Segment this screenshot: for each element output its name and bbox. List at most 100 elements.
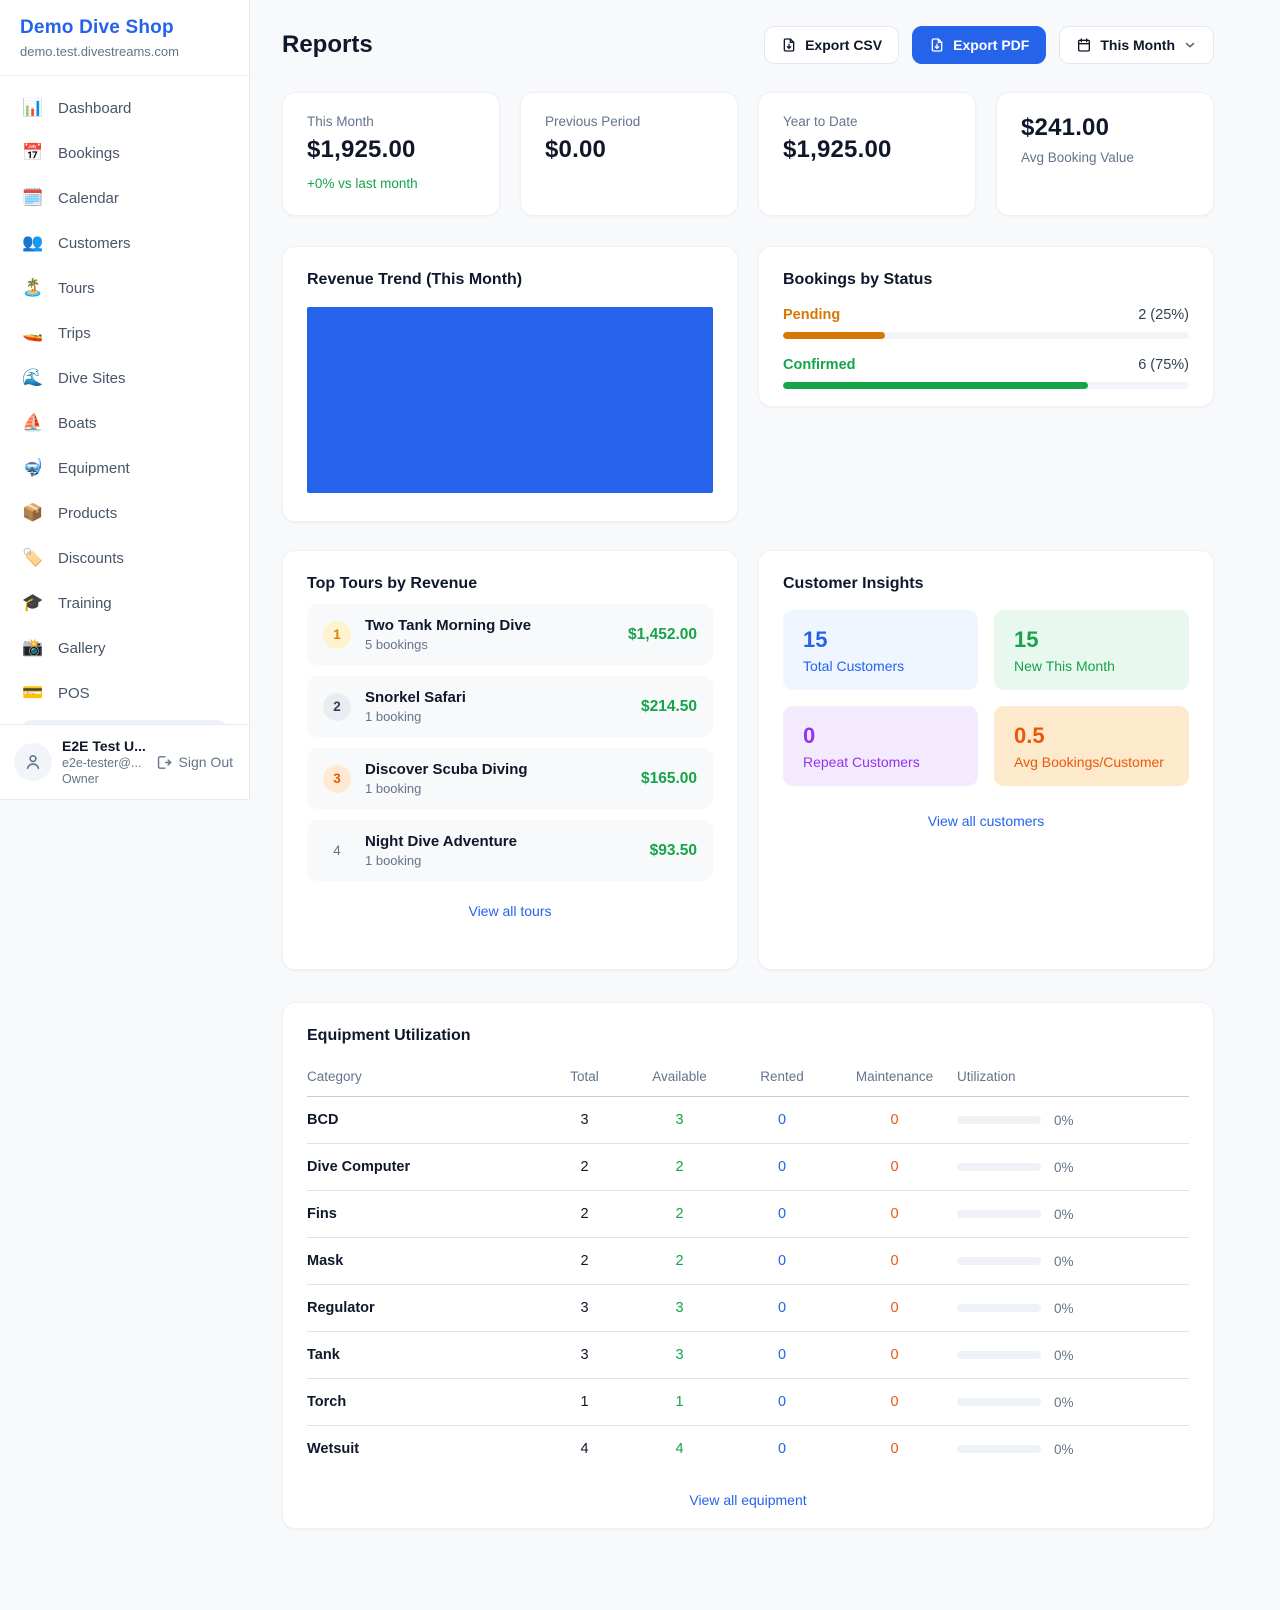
graduation-cap-icon: 🎓 [22, 593, 44, 612]
view-all-tours-link[interactable]: View all tours [468, 903, 552, 919]
utilization-percent: 0% [1054, 1441, 1074, 1457]
utilization-bar [957, 1304, 1041, 1312]
cell-available: 1 [627, 1378, 732, 1426]
package-icon: 📦 [22, 503, 44, 522]
sidebar-item-dashboard[interactable]: 📊 Dashboard [12, 90, 237, 126]
utilization-bar [957, 1163, 1041, 1171]
bookings-by-status-title: Bookings by Status [783, 271, 933, 288]
column-header-category: Category [307, 1059, 542, 1097]
table-row: Torch 1 1 0 0 0% [307, 1378, 1189, 1426]
progress-track [783, 382, 1189, 389]
stat-label: Year to Date [783, 114, 858, 129]
utilization-percent: 0% [1054, 1159, 1074, 1175]
tile-total-customers: 15 Total Customers [783, 610, 978, 690]
stat-value: $1,925.00 [783, 136, 892, 163]
sidebar-item-trips[interactable]: 🚤 Trips [12, 315, 237, 351]
shop-domain: demo.test.divestreams.com [20, 44, 179, 59]
sidebar-item-calendar[interactable]: 🗓️ Calendar [12, 180, 237, 216]
cell-total: 2 [542, 1143, 627, 1191]
tile-label: Avg Bookings/Customer [1014, 754, 1164, 770]
sidebar-item-label: Boats [58, 414, 97, 432]
cell-utilization: 0% [957, 1190, 1189, 1238]
sidebar-item-training[interactable]: 🎓 Training [12, 585, 237, 621]
export-pdf-label: Export PDF [953, 37, 1030, 53]
table-row: BCD 3 3 0 0 0% [307, 1096, 1189, 1144]
sidebar-item-boats[interactable]: ⛵ Boats [12, 405, 237, 441]
progress-fill-confirmed [783, 382, 1088, 389]
tile-label: Total Customers [803, 658, 905, 674]
wave-icon: 🌊 [22, 368, 44, 387]
utilization-bar [957, 1398, 1041, 1406]
tour-row[interactable]: 1 Two Tank Morning Dive 5 bookings $1,45… [307, 604, 713, 665]
cell-rented: 0 [732, 1096, 832, 1144]
cell-utilization: 0% [957, 1143, 1189, 1191]
utilization-percent: 0% [1054, 1300, 1074, 1316]
tour-bookings: 1 booking [365, 853, 422, 868]
cell-total: 3 [542, 1331, 627, 1379]
equipment-utilization-title: Equipment Utilization [307, 1027, 471, 1044]
tile-repeat-customers: 0 Repeat Customers [783, 706, 978, 786]
person-icon [26, 754, 40, 770]
file-download-icon [783, 38, 795, 52]
sidebar-item-bookings[interactable]: 📅 Bookings [12, 135, 237, 171]
tour-row[interactable]: 2 Snorkel Safari 1 booking $214.50 [307, 676, 713, 737]
user-email: e2e-tester@... [62, 756, 142, 770]
cell-category: Dive Computer [307, 1143, 542, 1191]
status-value-pending: 2 (25%) [1138, 307, 1189, 323]
cell-available: 2 [627, 1237, 732, 1285]
tile-value: 0 [803, 723, 816, 748]
sidebar-item-gallery[interactable]: 📸 Gallery [12, 630, 237, 666]
tour-info: Discover Scuba Diving 1 booking [365, 761, 627, 796]
tile-label: Repeat Customers [803, 754, 920, 770]
tour-row[interactable]: 4 Night Dive Adventure 1 booking $93.50 [307, 820, 713, 881]
cell-category: Regulator [307, 1284, 542, 1332]
file-download-icon [931, 38, 943, 52]
tour-info: Snorkel Safari 1 booking [365, 689, 627, 724]
stat-card-year-to-date: Year to Date $1,925.00 [758, 92, 976, 216]
tour-row[interactable]: 3 Discover Scuba Diving 1 booking $165.0… [307, 748, 713, 809]
cell-utilization: 0% [957, 1331, 1189, 1379]
sidebar-item-equipment[interactable]: 🤿 Equipment [12, 450, 237, 486]
cell-utilization: 0% [957, 1284, 1189, 1332]
avatar [14, 743, 52, 781]
top-tours-panel: Top Tours by Revenue 1 Two Tank Morning … [282, 550, 738, 970]
export-pdf-button[interactable]: Export PDF [912, 26, 1047, 64]
view-all-equipment-link[interactable]: View all equipment [689, 1492, 807, 1508]
stat-card-avg-booking-value: $241.00 Avg Booking Value [996, 92, 1214, 216]
tile-avg-bookings-customer: 0.5 Avg Bookings/Customer [994, 706, 1189, 786]
status-row-confirmed: Confirmed 6 (75%) [783, 357, 1189, 373]
utilization-percent: 0% [1054, 1253, 1074, 1269]
cell-rented: 0 [732, 1378, 832, 1426]
cell-category: BCD [307, 1096, 542, 1144]
sidebar-item-label: Tours [58, 279, 95, 297]
user-role: Owner [62, 772, 99, 786]
page-title: Reports [282, 31, 373, 58]
column-header-utilization: Utilization [957, 1059, 1189, 1097]
stat-label: This Month [307, 114, 374, 129]
status-label-confirmed: Confirmed [783, 357, 856, 373]
island-icon: 🏝️ [22, 278, 44, 297]
cell-category: Mask [307, 1237, 542, 1285]
sign-out-button[interactable]: Sign Out [153, 750, 235, 775]
sidebar-item-dive-sites[interactable]: 🌊 Dive Sites [12, 360, 237, 396]
cell-rented: 0 [732, 1143, 832, 1191]
sidebar-item-discounts[interactable]: 🏷️ Discounts [12, 540, 237, 576]
table-row: Regulator 3 3 0 0 0% [307, 1284, 1189, 1332]
sidebar-item-customers[interactable]: 👥 Customers [12, 225, 237, 261]
sidebar-item-label: Products [58, 504, 118, 522]
period-label: This Month [1100, 37, 1175, 53]
cell-available: 4 [675, 1441, 684, 1457]
sidebar-item-products[interactable]: 📦 Products [12, 495, 237, 531]
status-row-pending: Pending 2 (25%) [783, 307, 1189, 323]
cell-utilization: 0% [957, 1096, 1189, 1144]
stat-card-this-month: This Month $1,925.00 +0% vs last month [282, 92, 500, 216]
export-csv-button[interactable]: Export CSV [764, 26, 900, 64]
sailboat-icon: ⛵ [22, 413, 44, 432]
utilization-percent: 0% [1054, 1394, 1074, 1410]
period-dropdown[interactable]: This Month [1059, 26, 1214, 64]
sidebar-item-tours[interactable]: 🏝️ Tours [12, 270, 237, 306]
sidebar-item-pos[interactable]: 💳 POS [12, 675, 237, 711]
view-all-customers-link[interactable]: View all customers [927, 813, 1045, 829]
customer-insights-title: Customer Insights [783, 575, 924, 592]
revenue-trend-chart [307, 307, 713, 493]
